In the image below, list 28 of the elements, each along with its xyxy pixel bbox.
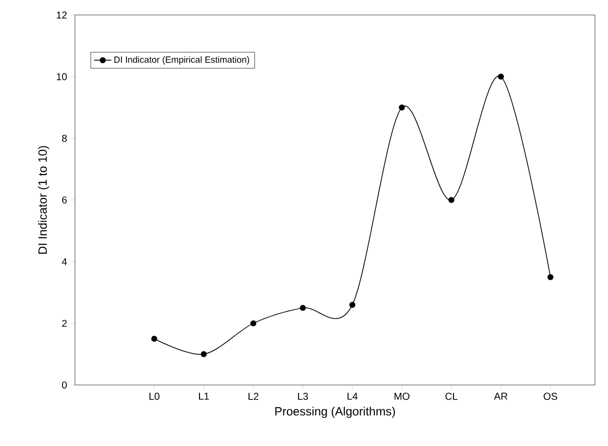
- y-tick-label: 6: [62, 196, 67, 204]
- x-tick-label: MO: [394, 392, 410, 400]
- x-tick-label: OS: [544, 392, 558, 400]
- point: [250, 320, 256, 326]
- legend-label: DI Indicator (Empirical Estimation): [114, 56, 250, 65]
- y-tick-label: 4: [62, 258, 67, 266]
- point: [151, 336, 158, 342]
- point: [200, 351, 207, 358]
- point: [349, 302, 356, 308]
- y-tick-label: 2: [62, 320, 67, 327]
- y-tick-label: 12: [56, 12, 67, 18]
- x-tick-label: L2: [248, 392, 258, 400]
- y-axis-title: DI Indicator (1 to 10): [38, 146, 50, 254]
- point: [498, 74, 504, 80]
- point: [398, 104, 405, 110]
- point: [300, 304, 306, 311]
- y-tick-label: 10: [56, 73, 67, 80]
- x-tick-label: L0: [149, 392, 160, 400]
- x-tick-label: CL: [445, 392, 458, 400]
- y-tick-label: 0: [62, 381, 67, 389]
- x-tick-label: L3: [298, 392, 308, 400]
- x-tick-label: AR: [494, 392, 508, 400]
- x-tick-label: L1: [199, 392, 209, 400]
- point: [547, 274, 554, 280]
- x-axis-title: Proessing (Algorithms): [275, 406, 395, 418]
- point: [448, 196, 454, 203]
- y-tick-label: 8: [62, 134, 67, 142]
- x-tick-label: L4: [348, 392, 358, 400]
